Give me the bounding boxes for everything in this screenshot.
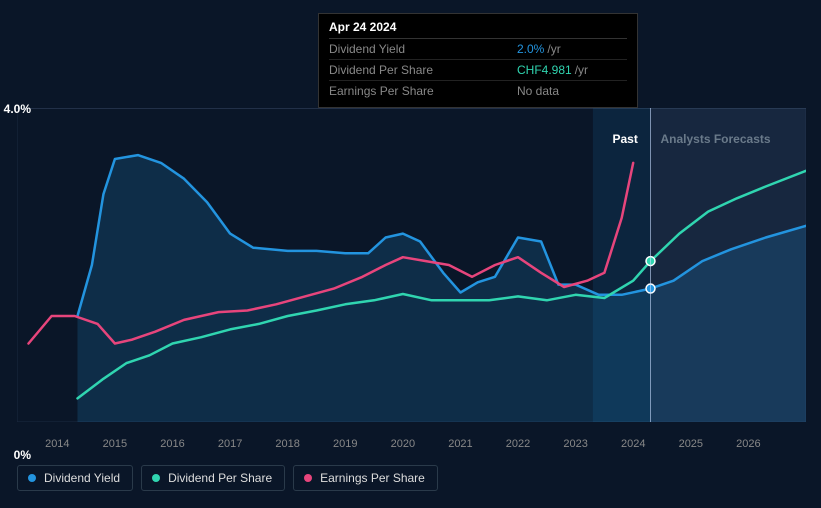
tooltip-date: Apr 24 2024 bbox=[329, 20, 627, 39]
tooltip-row-label: Earnings Per Share bbox=[329, 84, 517, 98]
tooltip-rows: Dividend Yield2.0%/yrDividend Per ShareC… bbox=[329, 39, 627, 101]
x-axis-tick-label: 2022 bbox=[506, 438, 530, 450]
legend-item[interactable]: Earnings Per Share bbox=[293, 465, 438, 491]
legend-label: Earnings Per Share bbox=[320, 471, 425, 485]
x-axis-tick-label: 2026 bbox=[736, 438, 760, 450]
tooltip-row-label: Dividend Per Share bbox=[329, 63, 517, 77]
chart-tooltip: Apr 24 2024 Dividend Yield2.0%/yrDividen… bbox=[318, 13, 638, 108]
legend-label: Dividend Yield bbox=[44, 471, 120, 485]
x-axis-tick-label: 2024 bbox=[621, 438, 645, 450]
x-axis-tick-label: 2014 bbox=[45, 438, 69, 450]
tooltip-row-value: 2.0%/yr bbox=[517, 42, 627, 56]
x-axis-tick-label: 2019 bbox=[333, 438, 357, 450]
x-axis-tick-label: 2023 bbox=[563, 438, 587, 450]
tooltip-row-label: Dividend Yield bbox=[329, 42, 517, 56]
legend-dot-icon bbox=[152, 474, 160, 482]
tooltip-row: Dividend Yield2.0%/yr bbox=[329, 39, 627, 60]
chart-canvas bbox=[17, 108, 806, 422]
tooltip-row: Earnings Per ShareNo data bbox=[329, 81, 627, 101]
x-axis-tick-label: 2021 bbox=[448, 438, 472, 450]
tooltip-row-value: CHF4.981/yr bbox=[517, 63, 627, 77]
x-axis-tick-label: 2017 bbox=[218, 438, 242, 450]
tooltip-row-value: No data bbox=[517, 84, 627, 98]
x-axis-tick-label: 2025 bbox=[679, 438, 703, 450]
tooltip-row: Dividend Per ShareCHF4.981/yr bbox=[329, 60, 627, 81]
past-label: Past bbox=[613, 132, 638, 146]
forecast-label: Analysts Forecasts bbox=[661, 132, 771, 146]
chart-legend: Dividend Yield Dividend Per Share Earnings… bbox=[17, 465, 438, 491]
legend-item[interactable]: Dividend Per Share bbox=[141, 465, 285, 491]
legend-item[interactable]: Dividend Yield bbox=[17, 465, 133, 491]
dividend-chart[interactable]: 4.0% 0% bbox=[17, 108, 806, 445]
x-axis-tick-label: 2020 bbox=[391, 438, 415, 450]
legend-dot-icon bbox=[28, 474, 36, 482]
y-axis-max-label: 4.0% bbox=[4, 102, 31, 116]
x-axis-labels: 2014 2015 2016 2017 2018 2019 2020 2021 2022 2023… bbox=[17, 438, 806, 456]
x-axis-tick-label: 2016 bbox=[160, 438, 184, 450]
x-axis-tick-label: 2018 bbox=[275, 438, 299, 450]
x-axis-tick-label: 2015 bbox=[103, 438, 127, 450]
legend-dot-icon bbox=[304, 474, 312, 482]
legend-label: Dividend Per Share bbox=[168, 471, 272, 485]
